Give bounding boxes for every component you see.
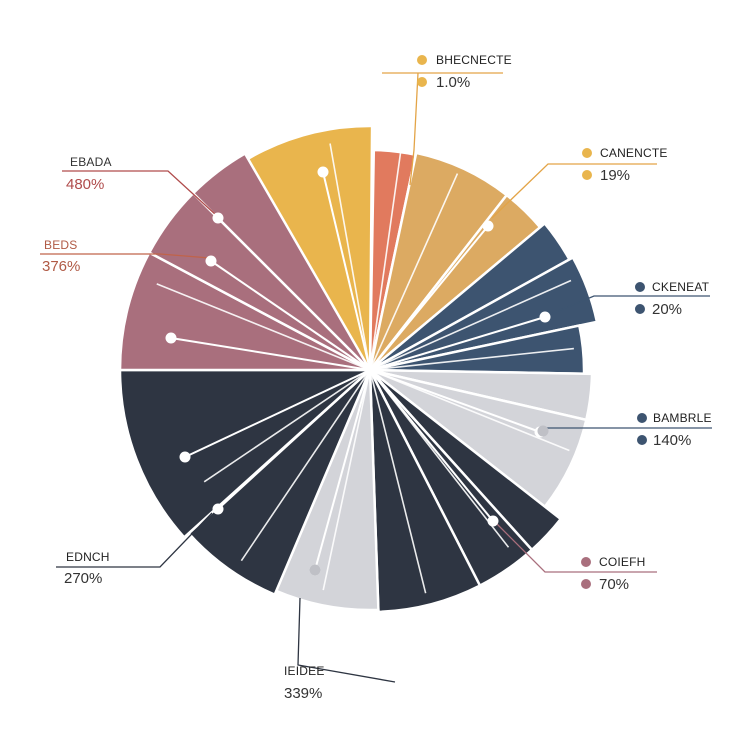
spoke-dot-char-mid bbox=[184, 369, 371, 458]
legend-dot-ckeneat bbox=[635, 282, 645, 292]
legend-dot-coiefh-value bbox=[581, 579, 591, 589]
leader-coiefh bbox=[494, 521, 657, 573]
callout-leaders bbox=[40, 72, 712, 683]
spoke-dot-sand bbox=[369, 225, 489, 371]
value-beds: 376% bbox=[42, 258, 80, 275]
legend-dot-canencte bbox=[582, 148, 592, 158]
leader-ckeneat bbox=[545, 295, 710, 317]
dot-mauve-1 bbox=[165, 332, 177, 344]
leader-bhecnecte bbox=[382, 72, 503, 186]
label-coiefh: COIEFH bbox=[599, 555, 646, 569]
label-beds: BEDS bbox=[44, 238, 77, 252]
legend-dot-bhecnecte bbox=[417, 55, 427, 65]
value-ckeneat: 20% bbox=[652, 301, 682, 318]
value-bambrle: 140% bbox=[653, 432, 691, 449]
label-ckeneat: CKENEAT bbox=[652, 280, 710, 294]
legend-dot-bhecnecte-value bbox=[417, 77, 427, 87]
leader-ieidee bbox=[297, 597, 396, 683]
legend-dot-bambrle-value bbox=[637, 435, 647, 445]
value-bhecnecte: 1.0% bbox=[436, 74, 470, 91]
spoke-extra-10 bbox=[203, 369, 371, 483]
spoke-extra-2 bbox=[369, 173, 459, 371]
legend-dot-ckeneat-value bbox=[635, 304, 645, 314]
pie-dots bbox=[165, 166, 551, 576]
spoke-dot-mauve-2 bbox=[210, 260, 371, 371]
dot-navy bbox=[539, 311, 551, 323]
leader-canencte bbox=[491, 163, 657, 219]
spoke-extra-8 bbox=[322, 369, 371, 591]
spoke-dot-mauve-1 bbox=[170, 337, 371, 371]
spoke-extra-6 bbox=[369, 369, 510, 548]
spoke-dot-gray bbox=[369, 369, 541, 433]
spoke-dot-gold bbox=[322, 171, 371, 371]
dot-char-lo bbox=[212, 503, 224, 515]
label-ednch: EDNCH bbox=[66, 550, 110, 564]
label-canencte: CANENCTE bbox=[600, 146, 668, 160]
spoke-extra-4 bbox=[369, 347, 574, 371]
value-canencte: 19% bbox=[600, 167, 630, 184]
spoke-extra-11 bbox=[156, 283, 371, 371]
callout-labels: BHECNECTE 1.0% CANENCTE 19% CKENEAT 20% … bbox=[42, 53, 712, 702]
value-ieidee: 339% bbox=[284, 685, 322, 702]
dot-mauve-3 bbox=[212, 212, 224, 224]
slice-navy-2 bbox=[369, 255, 599, 372]
spoke-extra-5 bbox=[369, 369, 570, 452]
label-ebada: EBADA bbox=[70, 155, 112, 169]
dot-sand bbox=[482, 220, 494, 232]
spoke-extra-0 bbox=[329, 143, 371, 371]
dot-char-mid bbox=[179, 451, 191, 463]
label-bambrle: BAMBRLE bbox=[653, 411, 712, 425]
slice-char-3 bbox=[368, 369, 482, 614]
spoke-extra-1 bbox=[369, 142, 403, 371]
label-bhecnecte: BHECNECTE bbox=[436, 53, 512, 67]
slice-mauve-3 bbox=[191, 151, 372, 371]
dot-char bbox=[487, 515, 499, 527]
spoke-dot-mauve-3 bbox=[217, 217, 371, 371]
dot-gray-fill bbox=[537, 425, 549, 437]
dot-gray-lo-fill bbox=[309, 564, 321, 576]
dot-mauve-2 bbox=[205, 255, 217, 267]
spoke-extra-7 bbox=[369, 369, 427, 594]
legend-dot-canencte-value bbox=[582, 170, 592, 180]
spoke-dot-navy bbox=[369, 316, 546, 371]
leader-beds bbox=[40, 253, 211, 259]
leader-ednch bbox=[56, 512, 213, 568]
legend-dot-coiefh bbox=[581, 557, 591, 567]
spoke-dot-gray-lo bbox=[314, 369, 371, 571]
spoke-dot-char-lo bbox=[217, 369, 371, 510]
dot-gold bbox=[317, 166, 329, 178]
legend-dot-bambrle bbox=[637, 413, 647, 423]
value-ednch: 270% bbox=[64, 570, 102, 587]
pie-spokes bbox=[156, 142, 574, 594]
spoke-extra-3 bbox=[369, 279, 572, 371]
spoke-extra-9 bbox=[240, 369, 371, 562]
slice-sand bbox=[368, 151, 509, 371]
label-ieidee: IEIDEE bbox=[284, 664, 325, 678]
leader-ebada bbox=[62, 170, 217, 216]
value-ebada: 480% bbox=[66, 176, 104, 193]
value-coiefh: 70% bbox=[599, 576, 629, 593]
